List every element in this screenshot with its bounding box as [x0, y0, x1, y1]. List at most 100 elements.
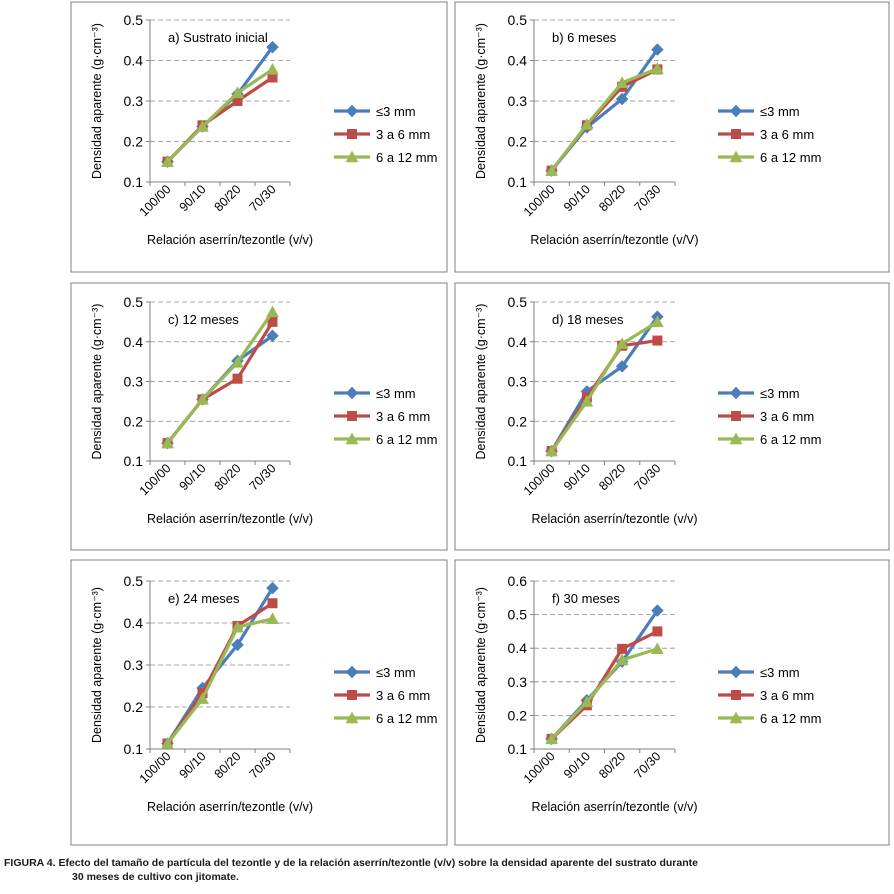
data-point [196, 692, 209, 704]
legend-label: 3 a 6 mm [760, 409, 814, 424]
legend-marker [731, 411, 741, 421]
y-tick-label: 0.2 [508, 134, 528, 150]
caption-line-2: 30 meses de cultivo con jitomate. [72, 871, 239, 883]
data-point [231, 638, 244, 652]
data-point [196, 119, 209, 132]
y-tick-label: 0.3 [124, 657, 144, 673]
data-point [266, 329, 279, 343]
y-tick-label: 0.1 [124, 174, 144, 190]
data-point [161, 436, 174, 449]
data-point [266, 62, 279, 75]
legend-marker [729, 665, 743, 679]
x-axis-title: Relación aserrín/tezontle (v/V) [530, 233, 698, 247]
series-line [550, 67, 658, 172]
legend-label: ≤3 mm [760, 104, 800, 119]
legend-label: 3 a 6 mm [376, 127, 430, 142]
legend-marker [729, 711, 743, 724]
legend-marker [345, 432, 359, 445]
legend-label: 3 a 6 mm [760, 688, 814, 703]
x-axis-title: Relación aserrín/tezontle (v/v) [147, 800, 313, 814]
data-point [650, 642, 664, 655]
legend-marker [729, 150, 743, 163]
legend-label: 6 a 12 mm [376, 432, 437, 447]
y-tick-label: 0.1 [124, 741, 144, 757]
figure-caption: FIGURA 4. Efecto del tamaño de partícula… [4, 856, 892, 884]
data-point [231, 620, 244, 633]
data-point [615, 76, 629, 89]
data-point [231, 355, 244, 368]
panel-frame [454, 1, 890, 273]
data-point [615, 337, 629, 349]
y-tick-label: 0.4 [124, 615, 144, 631]
panel-frame [454, 282, 890, 551]
data-point [266, 40, 279, 54]
chart-title: c) 12 meses [168, 312, 239, 327]
data-point [615, 360, 629, 373]
y-tick-label: 0.6 [508, 573, 528, 589]
data-point [267, 316, 278, 327]
legend-label: 6 a 12 mm [760, 432, 821, 447]
legend-marker [731, 129, 741, 139]
series-line [550, 647, 658, 741]
y-tick-label: 0.1 [508, 174, 528, 190]
chart-title: d) 18 meses [552, 312, 624, 327]
series-line [166, 68, 274, 163]
legend-label: 3 a 6 mm [376, 688, 430, 703]
legend-label: 6 a 12 mm [760, 711, 821, 726]
series-line [166, 311, 274, 445]
y-tick-label: 0.1 [508, 741, 528, 757]
x-axis-title: Relación aserrín/tezontle (v/v) [531, 512, 697, 526]
x-axis-title: Relación aserrín/tezontle (v/v) [147, 233, 313, 247]
legend-marker [345, 711, 359, 724]
y-axis-title: Densidad aparente (g·cm⁻³) [474, 304, 488, 460]
data-point [266, 612, 279, 625]
y-tick-label: 0.4 [124, 53, 144, 69]
y-tick-label: 0.4 [508, 53, 528, 69]
data-point [267, 598, 278, 609]
chart-title: f) 30 meses [552, 591, 620, 606]
data-point [650, 62, 664, 74]
y-tick-label: 0.2 [124, 413, 144, 429]
legend-label: ≤3 mm [376, 386, 416, 401]
y-tick-label: 0.4 [508, 640, 528, 656]
y-tick-label: 0.1 [124, 453, 144, 469]
legend-marker [345, 104, 359, 118]
legend-label: ≤3 mm [376, 665, 416, 680]
legend-label: 3 a 6 mm [376, 409, 430, 424]
y-tick-label: 0.3 [124, 93, 144, 109]
legend-marker [345, 665, 359, 679]
legend-marker [729, 104, 743, 118]
data-point [196, 392, 209, 405]
y-tick-label: 0.5 [124, 12, 144, 28]
data-point [652, 335, 663, 346]
legend-marker [347, 411, 357, 421]
legend-label: ≤3 mm [376, 104, 416, 119]
y-axis-title: Densidad aparente (g·cm⁻³) [90, 23, 104, 179]
data-point [545, 732, 559, 745]
legend-label: 6 a 12 mm [760, 150, 821, 165]
y-tick-label: 0.5 [508, 12, 528, 28]
data-point [545, 444, 559, 457]
legend-marker [345, 386, 359, 400]
panel-frame [70, 282, 448, 551]
y-tick-label: 0.3 [508, 93, 528, 109]
data-point [231, 86, 244, 99]
data-point [232, 373, 243, 384]
legend-marker [731, 690, 741, 700]
y-axis-title: Densidad aparente (g·cm⁻³) [474, 587, 488, 743]
data-point [266, 305, 279, 318]
legend-label: 3 a 6 mm [760, 127, 814, 142]
y-axis-title: Densidad aparente (g·cm⁻³) [90, 587, 104, 743]
series-line [550, 320, 659, 452]
data-point [615, 653, 629, 666]
y-axis-title: Densidad aparente (g·cm⁻³) [90, 304, 104, 460]
panel-frame [454, 559, 890, 846]
y-tick-label: 0.5 [508, 607, 528, 623]
